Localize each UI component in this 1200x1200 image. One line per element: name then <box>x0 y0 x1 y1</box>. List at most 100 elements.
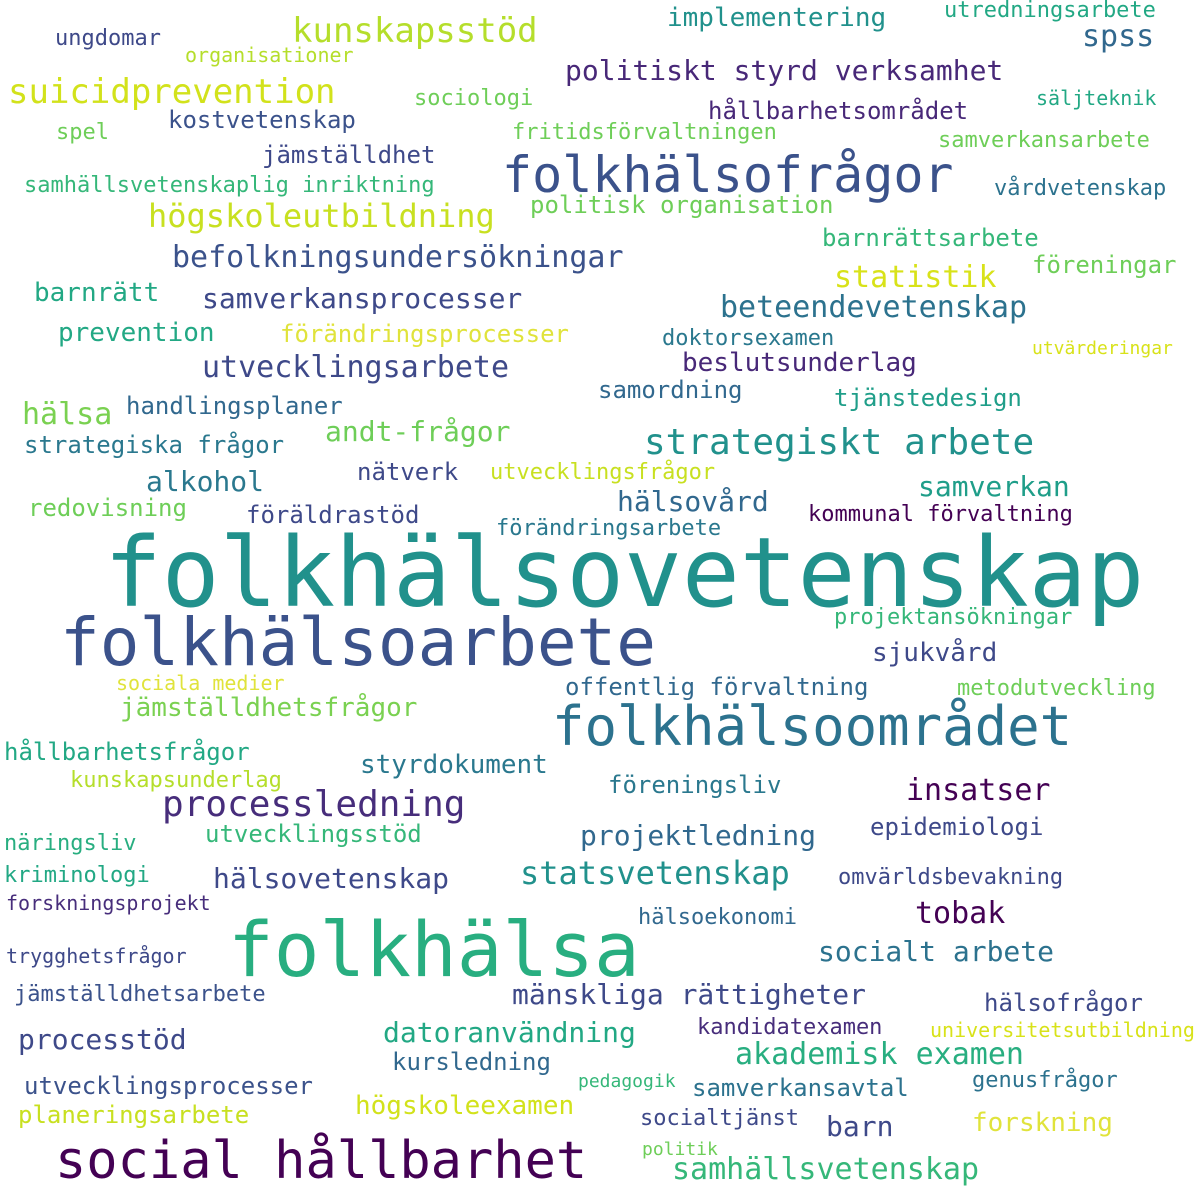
cloud-word: kandidatexamen <box>697 1015 883 1040</box>
cloud-word: datoranvändning <box>383 1016 636 1049</box>
cloud-word: utvecklingsarbete <box>202 350 510 385</box>
cloud-word: hälsoekonomi <box>638 905 797 930</box>
cloud-word: offentlig förvaltning <box>565 673 869 701</box>
cloud-word: organisationer <box>185 43 354 67</box>
cloud-word: föreningsliv <box>608 771 782 799</box>
cloud-word: hälsovård <box>617 485 769 518</box>
cloud-word: socialtjänst <box>640 1106 799 1131</box>
cloud-word: hållbarhetsområdet <box>708 97 969 125</box>
cloud-word: samordning <box>598 376 743 404</box>
cloud-word: strategiska frågor <box>24 431 285 459</box>
cloud-word: samverkansavtal <box>692 1074 909 1102</box>
cloud-word: utvecklingsprocesser <box>24 1072 313 1100</box>
cloud-word: tjänstedesign <box>834 384 1022 412</box>
cloud-word: kunskapsstöd <box>292 11 538 51</box>
cloud-word: sociologi <box>414 86 534 111</box>
cloud-word: säljteknik <box>1036 86 1157 110</box>
cloud-word: redovisning <box>28 494 187 522</box>
cloud-word: metodutveckling <box>957 676 1156 701</box>
cloud-word: samverkan <box>918 470 1070 503</box>
cloud-word: befolkningsundersökningar <box>172 240 624 275</box>
cloud-word: samhällsvetenskaplig inriktning <box>24 173 435 198</box>
cloud-word: socialt arbete <box>818 935 1055 968</box>
cloud-word: kriminologi <box>4 863 150 888</box>
cloud-word: social hållbarhet <box>55 1131 588 1191</box>
cloud-word: högskoleutbildning <box>148 197 495 235</box>
cloud-word: utvärderingar <box>1032 338 1173 359</box>
cloud-word: föreningar <box>1032 251 1177 279</box>
cloud-word: kostvetenskap <box>168 106 356 134</box>
cloud-word: hälsa <box>22 397 113 432</box>
cloud-word: föräldrastöd <box>246 501 420 529</box>
cloud-word: samverkansprocesser <box>202 282 523 315</box>
cloud-word: utredningsarbete <box>944 0 1156 23</box>
cloud-word: nätverk <box>357 458 459 486</box>
cloud-word: folkhälsoarbete <box>60 604 657 681</box>
cloud-word: jämställdhetsfrågor <box>120 693 418 723</box>
cloud-word: samverkansarbete <box>938 128 1150 153</box>
cloud-word: förändringsprocesser <box>280 320 569 348</box>
cloud-word: folkhälsovetenskap <box>104 517 1145 629</box>
cloud-word: pedagogik <box>578 1071 676 1092</box>
cloud-word: folkhälsofrågor <box>502 146 954 204</box>
cloud-word: suicidprevention <box>8 72 336 112</box>
cloud-word: styrdokument <box>360 750 548 780</box>
cloud-word: insatser <box>906 773 1051 808</box>
cloud-word: fritidsförvaltningen <box>512 120 777 145</box>
cloud-word: sjukvård <box>872 638 998 668</box>
cloud-word: samhällsvetenskap <box>672 1152 980 1187</box>
cloud-word: tobak <box>915 896 1006 931</box>
cloud-word: beslutsunderlag <box>682 348 917 378</box>
cloud-word: alkohol <box>146 465 265 498</box>
cloud-word: genusfrågor <box>972 1068 1118 1093</box>
cloud-word: politik <box>642 1139 718 1160</box>
cloud-word: projektledning <box>580 819 817 852</box>
cloud-word: hälsovetenskap <box>213 862 450 895</box>
cloud-word: statsvetenskap <box>520 854 790 892</box>
cloud-word: processtöd <box>18 1023 187 1056</box>
cloud-word: kunskapsunderlag <box>70 768 282 793</box>
cloud-word: utvecklingsstöd <box>205 820 422 848</box>
cloud-word: forskning <box>972 1108 1113 1138</box>
cloud-word: utvecklingsfrågor <box>490 460 716 485</box>
cloud-word: handlingsplaner <box>126 392 343 420</box>
cloud-word: jämställdhetsarbete <box>14 982 266 1007</box>
cloud-word: kommunal förvaltning <box>808 502 1073 527</box>
cloud-word: trygghetsfrågor <box>6 944 187 968</box>
cloud-word: spel <box>56 120 109 145</box>
cloud-word: barnrätt <box>34 278 160 308</box>
cloud-word: processledning <box>162 784 466 825</box>
cloud-word: mänskliga rättigheter <box>512 978 867 1011</box>
cloud-word: implementering <box>667 3 887 33</box>
cloud-word: hälsofrågor <box>984 989 1143 1017</box>
cloud-word: ungdomar <box>55 26 161 51</box>
cloud-word: epidemiologi <box>870 813 1044 841</box>
cloud-word: barn <box>826 1110 894 1143</box>
cloud-word: beteendevetenskap <box>720 290 1028 325</box>
cloud-word: spss <box>1082 19 1155 54</box>
cloud-word: vårdvetenskap <box>994 176 1167 201</box>
cloud-word: barnrättsarbete <box>822 224 1039 252</box>
cloud-word: förändringsarbete <box>496 516 722 541</box>
cloud-word: strategiskt arbete <box>644 422 1035 463</box>
cloud-word: jämställdhet <box>262 141 436 169</box>
cloud-word: näringsliv <box>4 831 137 856</box>
cloud-word: prevention <box>58 318 215 348</box>
cloud-word: omvärldsbevakning <box>838 865 1064 890</box>
cloud-word: sociala medier <box>116 671 285 695</box>
cloud-word: doktorsexamen <box>662 326 835 351</box>
cloud-word: universitetsutbildning <box>930 1018 1195 1042</box>
cloud-word: projektansökningar <box>834 605 1073 630</box>
cloud-word: statistik <box>834 260 997 295</box>
cloud-word: kursledning <box>392 1048 551 1076</box>
cloud-word: hållbarhetsfrågor <box>4 738 250 766</box>
cloud-word: folkhälsoområdet <box>552 695 1073 758</box>
cloud-word: folkhälsa <box>228 905 640 994</box>
cloud-word: politisk organisation <box>530 191 834 219</box>
cloud-word: akademisk examen <box>735 1037 1024 1072</box>
cloud-word: andt-frågor <box>325 415 511 448</box>
cloud-word: forskningsprojekt <box>6 891 211 915</box>
cloud-word: planeringsarbete <box>18 1101 250 1129</box>
cloud-word: högskoleexamen <box>355 1091 575 1121</box>
